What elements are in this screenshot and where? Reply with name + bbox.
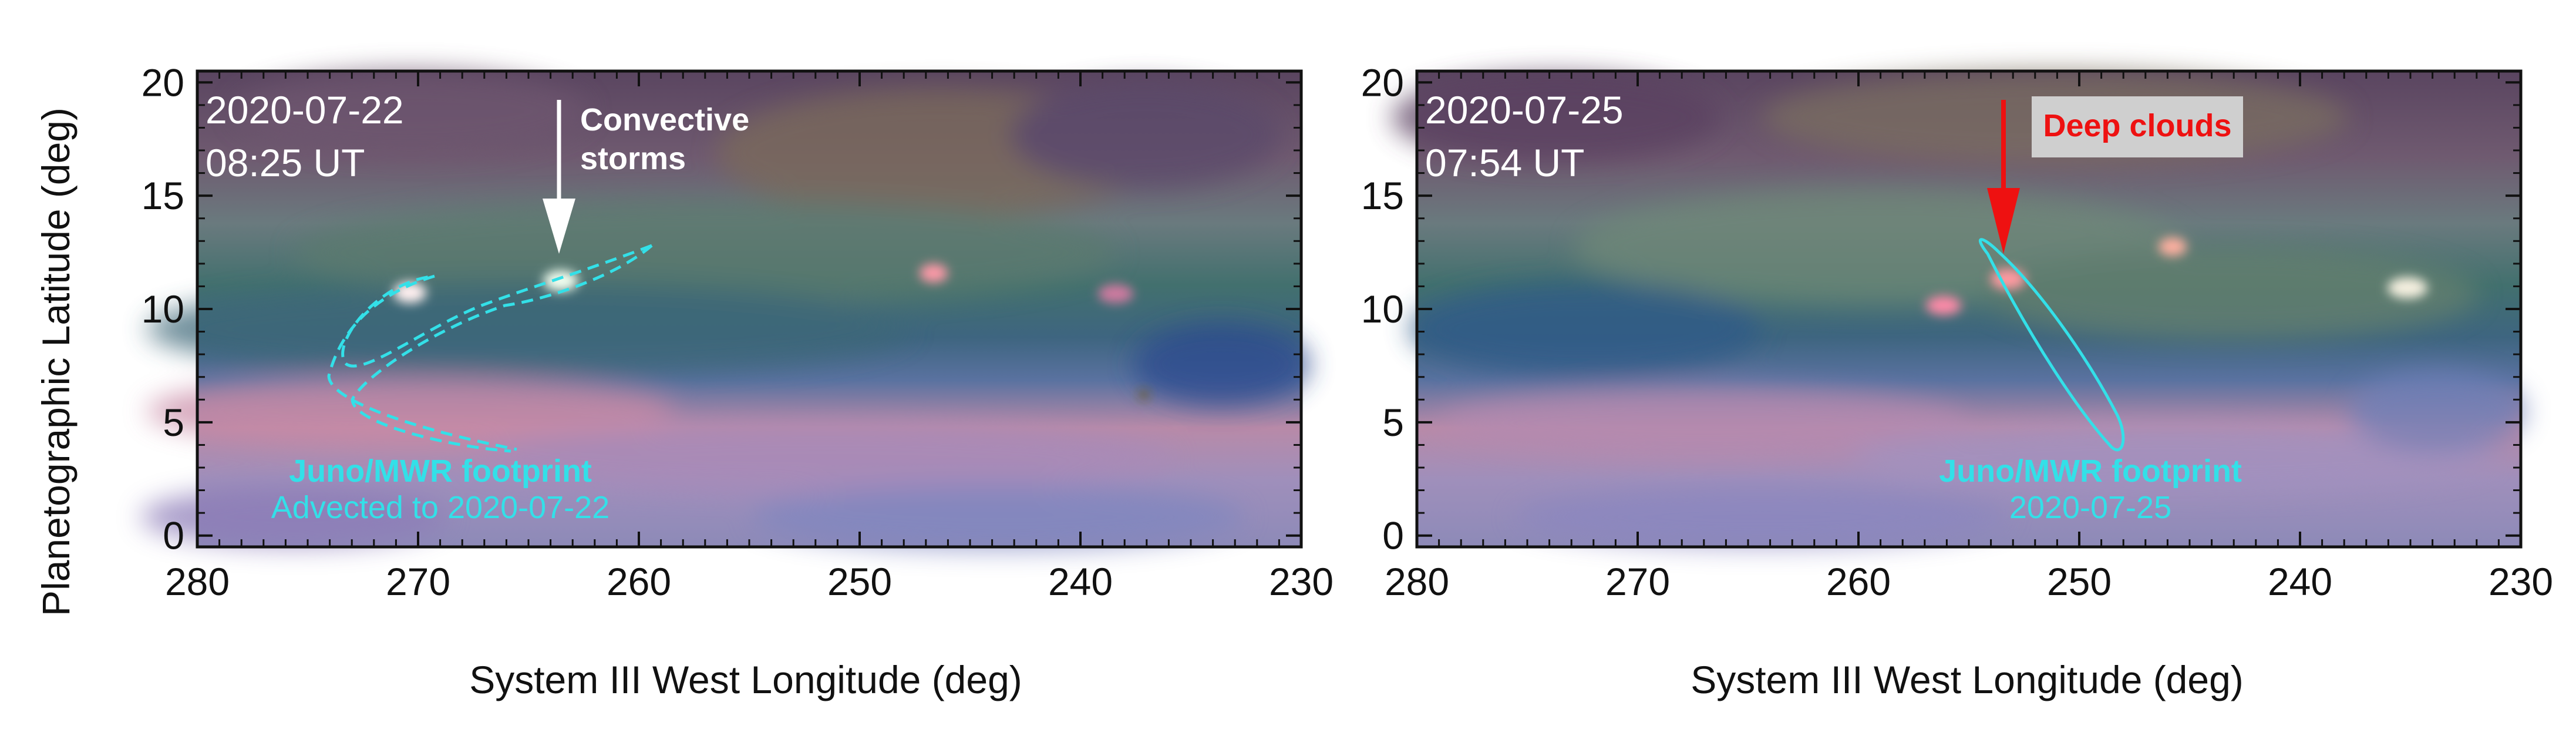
y-tick-label: 15 (1361, 174, 1404, 217)
y-tick-label: 0 (163, 514, 184, 557)
x-tick-label: 240 (1048, 560, 1113, 603)
y-tick-label: 15 (142, 174, 184, 217)
x-tick-label: 250 (2047, 560, 2112, 603)
panel-1-image (141, 70, 1309, 549)
x-tick-label: 270 (386, 560, 450, 603)
panel-2-time: 07:54 UT (1425, 141, 1584, 184)
panel-2-footprint (1979, 238, 2125, 452)
x-tick-label: 260 (1826, 560, 1891, 603)
panel-1: 280 270 260 250 240 230 0 5 10 15 20 2020-07-22 08… (141, 61, 1334, 701)
panel-2-footprint-label: Juno/MWR footprint (1939, 453, 2242, 489)
x-tick-label: 280 (165, 560, 230, 603)
panel-1-arrow-label-line2: storms (580, 141, 686, 176)
panel-1-ticks: 280 270 260 250 240 230 0 5 10 15 20 (142, 61, 1334, 603)
panel-1-time: 08:25 UT (206, 141, 365, 184)
x-tick-label: 230 (1269, 560, 1334, 603)
x-tick-label: 230 (2489, 560, 2553, 603)
y-tick-label: 5 (163, 401, 184, 444)
y-axis-label: Planetographic Latitude (deg) (34, 107, 78, 616)
y-tick-label: 5 (1382, 401, 1404, 444)
x-tick-label: 240 (2268, 560, 2332, 603)
y-tick-label: 10 (1361, 287, 1404, 331)
panel-2-x-axis-label: System III West Longitude (deg) (1691, 658, 2244, 701)
panel-2-footprint-sublabel: 2020-07-25 (2009, 490, 2171, 525)
y-tick-label: 0 (1382, 514, 1404, 557)
panel-2: 280 270 260 250 240 230 0 5 10 15 20 2020-07-25 07… (1361, 61, 2553, 701)
panel-2-arrow-label: Deep clouds (2043, 108, 2231, 143)
panel-1-footprint-sublabel: Advected to 2020-07-22 (271, 490, 610, 525)
panel-1-arrow (543, 100, 575, 254)
panel-1-footprint-label: Juno/MWR footprint (289, 453, 592, 489)
panel-2-arrow-label-box (2032, 96, 2243, 157)
panel-1-footprint (327, 244, 653, 453)
panel-1-arrow-label-line1: Convective (580, 102, 749, 137)
y-tick-label: 20 (142, 61, 184, 104)
y-tick-label: 20 (1361, 61, 1404, 104)
x-tick-label: 270 (1605, 560, 1670, 603)
panel-2-date: 2020-07-25 (1425, 88, 1624, 132)
y-tick-label: 10 (142, 287, 184, 331)
panel-1-date: 2020-07-22 (206, 88, 404, 132)
x-tick-label: 260 (607, 560, 671, 603)
panel-2-ticks: 280 270 260 250 240 230 0 5 10 15 20 (1361, 61, 2553, 603)
x-tick-label: 250 (827, 560, 892, 603)
panel-1-x-axis-label: System III West Longitude (deg) (469, 658, 1022, 701)
panel-2-arrow (1987, 100, 2020, 254)
x-tick-label: 280 (1385, 560, 1449, 603)
